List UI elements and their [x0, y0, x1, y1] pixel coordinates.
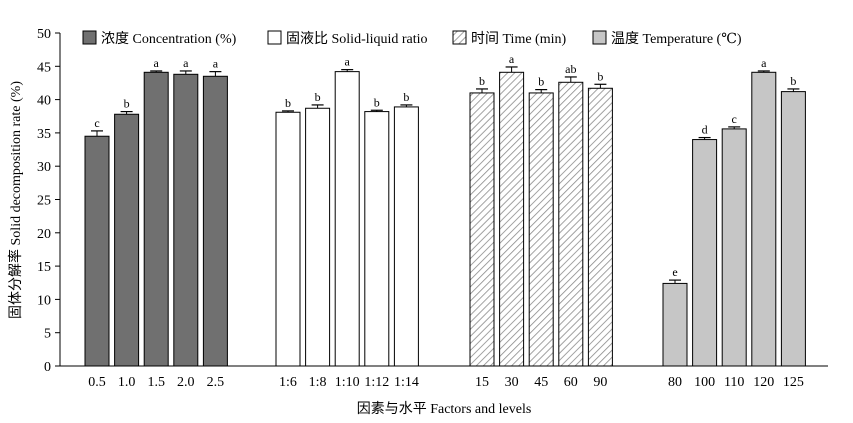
x-tick-label: 15 — [475, 375, 489, 390]
legend-label: 时间 Time (min) — [471, 31, 566, 47]
x-tick-label: 0.5 — [88, 375, 106, 390]
x-tick-label: 1.5 — [147, 375, 165, 390]
significance-label: b — [479, 74, 485, 88]
x-tick-label: 1:12 — [364, 375, 389, 390]
y-ticks: 0 5 10 15 20 25 30 35 40 45 50 — [37, 27, 60, 375]
x-tick-label: 1:8 — [309, 375, 327, 390]
bar — [334, 71, 360, 367]
bar — [558, 81, 584, 367]
legend-item: 固液比 Solid-liquid ratio — [267, 30, 428, 47]
y-tick-label: 15 — [37, 260, 51, 275]
bar — [528, 92, 554, 367]
legend-item: 浓度 Concentration (%) — [82, 30, 237, 47]
x-tick-label: 120 — [753, 375, 774, 390]
significance-label: ab — [565, 62, 576, 76]
x-ticks: 0.5 1.0 1.5 2.0 2.5 1:6 1:8 1:10 1:12 1:14 15 30 45 6… — [88, 375, 804, 390]
x-tick-label: 1:6 — [279, 375, 297, 390]
x-tick-label: 2.0 — [177, 375, 195, 390]
significance-label: c — [94, 116, 99, 130]
bar-group: b b a b b — [275, 55, 419, 367]
x-tick-label: 90 — [593, 375, 607, 390]
y-tick-label: 5 — [44, 327, 51, 342]
x-tick-label: 80 — [668, 375, 682, 390]
y-tick-label: 20 — [37, 227, 51, 242]
bar — [143, 71, 169, 367]
y-tick-label: 35 — [37, 127, 51, 142]
bar-group: c b a a a — [84, 56, 228, 367]
x-tick-label: 125 — [783, 375, 804, 390]
significance-label: a — [183, 56, 189, 70]
significance-label: a — [509, 52, 515, 66]
significance-label: b — [374, 95, 380, 109]
bar — [692, 139, 718, 367]
y-tick-label: 30 — [37, 160, 51, 175]
legend-item: 温度 Temperature (℃) — [592, 30, 742, 47]
y-tick-label: 25 — [37, 194, 51, 209]
significance-label: b — [285, 96, 291, 110]
significance-label: a — [761, 56, 767, 70]
legend-swatch — [452, 30, 467, 45]
y-tick-label: 40 — [37, 94, 51, 109]
x-tick-label: 110 — [724, 375, 744, 390]
legend-label: 浓度 Concentration (%) — [101, 31, 237, 47]
bar — [173, 73, 199, 367]
bar — [364, 111, 390, 367]
legend-swatch — [267, 30, 282, 45]
legend-label: 固液比 Solid-liquid ratio — [286, 31, 428, 47]
x-tick-label: 2.5 — [207, 375, 225, 390]
x-tick-label: 1:14 — [394, 375, 419, 390]
bar — [662, 282, 688, 367]
legend: 浓度 Concentration (%) 固液比 Solid-liquid rat… — [82, 30, 742, 47]
significance-label: b — [790, 74, 796, 88]
significance-label: b — [403, 90, 409, 104]
legend-swatch — [82, 30, 97, 45]
y-tick-label: 0 — [44, 360, 51, 375]
bar — [393, 106, 419, 367]
x-axis-title: 因素与水平 Factors and levels — [357, 401, 532, 417]
bar-group: e d c a b — [662, 56, 806, 367]
significance-label: b — [538, 75, 544, 89]
x-tick-label: 1.0 — [118, 375, 136, 390]
x-tick-label: 1:10 — [335, 375, 360, 390]
significance-label: b — [597, 69, 603, 83]
y-axis-title: 固体分解率 Solid decomposition rate (%) — [7, 81, 24, 319]
x-tick-label: 30 — [505, 375, 519, 390]
bar — [721, 128, 747, 367]
bar — [469, 92, 495, 367]
significance-label: e — [672, 265, 677, 279]
bar — [780, 91, 806, 367]
significance-label: b — [315, 90, 321, 104]
bar — [275, 111, 301, 367]
legend-item: 时间 Time (min) — [452, 30, 566, 47]
legend-label: 温度 Temperature (℃) — [611, 31, 742, 47]
bar — [499, 71, 525, 367]
significance-label: d — [702, 123, 708, 137]
significance-label: c — [732, 112, 737, 126]
x-tick-label: 100 — [694, 375, 715, 390]
significance-label: a — [213, 57, 219, 71]
bar — [305, 107, 331, 367]
y-tick-label: 10 — [37, 293, 51, 308]
bar — [84, 135, 110, 367]
bar — [202, 75, 228, 367]
legend-swatch — [592, 30, 607, 45]
y-tick-label: 45 — [37, 60, 51, 75]
significance-label: b — [124, 97, 130, 111]
bar — [587, 87, 613, 367]
bar — [751, 71, 777, 367]
x-tick-label: 45 — [534, 375, 548, 390]
x-tick-label: 60 — [564, 375, 578, 390]
bar — [114, 113, 140, 367]
significance-label: a — [345, 55, 351, 69]
y-tick-label: 50 — [37, 27, 51, 42]
significance-label: a — [154, 56, 160, 70]
